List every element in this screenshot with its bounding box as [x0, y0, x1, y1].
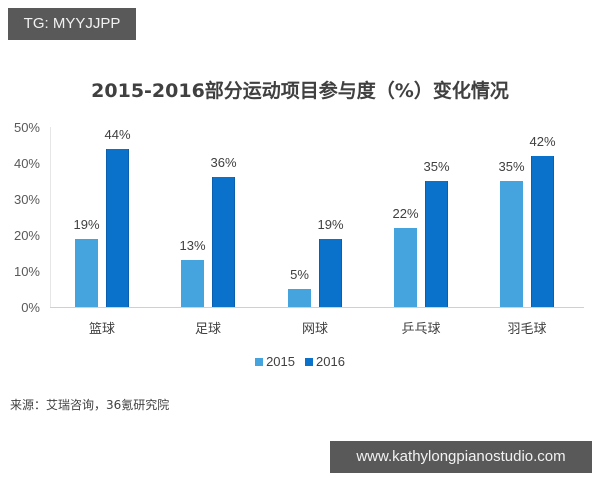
bar-2015-3: [394, 227, 417, 307]
legend-item-2016: 2016: [305, 354, 345, 369]
data-label: 22%: [392, 205, 419, 221]
y-tick-label: 10%: [13, 264, 40, 279]
legend-label-2015: 2015: [266, 354, 295, 369]
bar-2015-2: [288, 289, 311, 307]
bar-2016-1: [212, 177, 235, 307]
bar-2016-0: [106, 148, 129, 307]
data-label: 19%: [317, 216, 344, 232]
y-tick-label: 30%: [13, 192, 40, 207]
data-label: 19%: [73, 216, 100, 232]
bar-2015-4: [500, 181, 523, 307]
legend-item-2015: 2015: [255, 354, 295, 369]
legend-label-2016: 2016: [316, 354, 345, 369]
data-label: 44%: [104, 126, 131, 142]
data-label: 42%: [529, 133, 556, 149]
legend: 2015 2016: [0, 354, 600, 369]
source-note: 来源：艾瑞咨询，36氪研究院: [10, 398, 170, 412]
data-label: 36%: [210, 155, 237, 171]
bar-2016-2: [319, 238, 342, 307]
chart-title: 2015-2016部分运动项目参与度（%）变化情况: [91, 80, 509, 102]
plot-area: 19% 44% 13% 36% 5% 19% 22% 35% 35% 42%: [50, 127, 584, 307]
bar-2016-4: [531, 155, 554, 307]
bar-2016-3: [425, 181, 448, 307]
watermark-top-badge: TG: MYYJJPP: [8, 8, 136, 40]
bar-2015-0: [75, 238, 98, 307]
x-axis-line: [50, 307, 584, 308]
x-tick-label: 羽毛球: [507, 322, 547, 337]
y-axis-line: [50, 127, 51, 307]
bar-2015-1: [181, 260, 204, 307]
y-tick-label: 0%: [21, 300, 40, 315]
data-label: 13%: [179, 238, 206, 254]
legend-swatch-2016: [305, 357, 313, 366]
data-label: 35%: [498, 159, 525, 174]
y-tick-label: 50%: [13, 120, 40, 135]
data-label: 35%: [423, 159, 450, 174]
x-tick-label: 乒乓球: [401, 322, 441, 337]
legend-swatch-2015: [255, 357, 264, 366]
x-tick-label: 篮球: [88, 322, 115, 337]
y-tick-label: 20%: [13, 228, 40, 243]
x-tick-label: 网球: [301, 322, 328, 337]
y-tick-label: 40%: [13, 156, 40, 171]
data-label: 5%: [290, 267, 309, 282]
x-tick-label: 足球: [194, 322, 221, 337]
watermark-bottom-badge: www.kathylongpianostudio.com: [330, 441, 592, 473]
